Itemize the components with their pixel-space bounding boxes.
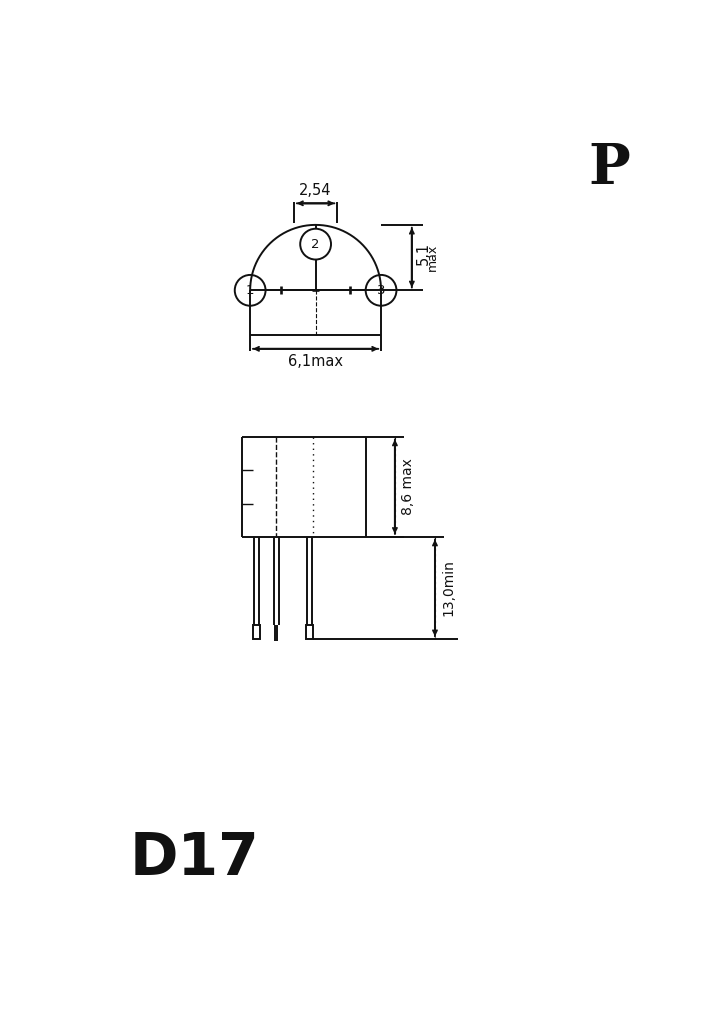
Text: 2,54: 2,54 <box>299 183 332 198</box>
Text: 13,0min: 13,0min <box>441 560 455 616</box>
Text: 1: 1 <box>246 283 254 297</box>
Text: 2: 2 <box>311 237 320 251</box>
Text: 6,1max: 6,1max <box>288 354 343 370</box>
Text: max: max <box>426 244 439 271</box>
Text: D17: D17 <box>130 830 259 887</box>
Text: 8,6 max: 8,6 max <box>401 458 415 516</box>
Text: 5,1: 5,1 <box>416 242 431 265</box>
Text: 3: 3 <box>376 283 385 297</box>
Bar <box>253 625 260 639</box>
Bar <box>306 625 313 639</box>
Text: P: P <box>589 141 631 196</box>
